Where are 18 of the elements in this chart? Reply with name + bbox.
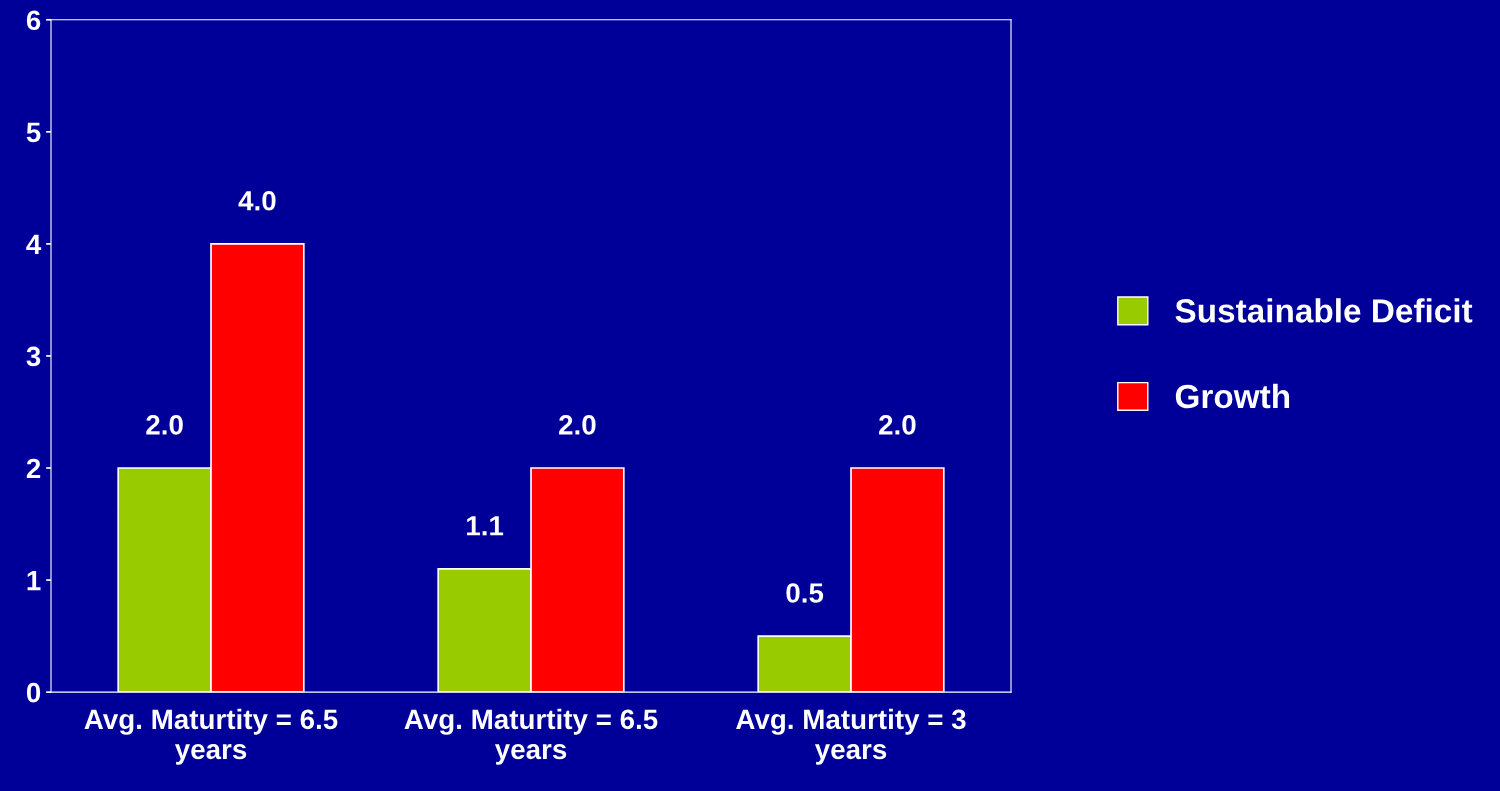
- y-tick-label: 0: [26, 682, 41, 703]
- legend-label: Growth: [1175, 383, 1290, 409]
- y-tick-label: 2: [26, 458, 41, 479]
- data-label: 2.0: [559, 415, 596, 435]
- data-label: 2.0: [879, 415, 916, 435]
- x-tick-label: Avg. Maturtity = 3 years: [736, 708, 966, 765]
- y-tick-label: 4: [26, 234, 42, 254]
- x-tick-label: Avg. Maturtity = 6.5 years: [84, 708, 338, 765]
- y-tick-label: 6: [26, 10, 41, 31]
- legend-label: Sustainable Deficit: [1175, 298, 1473, 323]
- data-label: 4.0: [238, 190, 276, 211]
- y-tick-label: 3: [26, 346, 41, 367]
- data-label: 0.5: [786, 583, 824, 603]
- x-tick-label: Avg. Maturtity = 6.5 years: [404, 708, 658, 765]
- data-label: 1.1: [467, 516, 504, 536]
- data-label: 2.0: [146, 415, 183, 435]
- y-tick-label: 5: [26, 122, 41, 143]
- y-tick-label: 1: [27, 571, 41, 591]
